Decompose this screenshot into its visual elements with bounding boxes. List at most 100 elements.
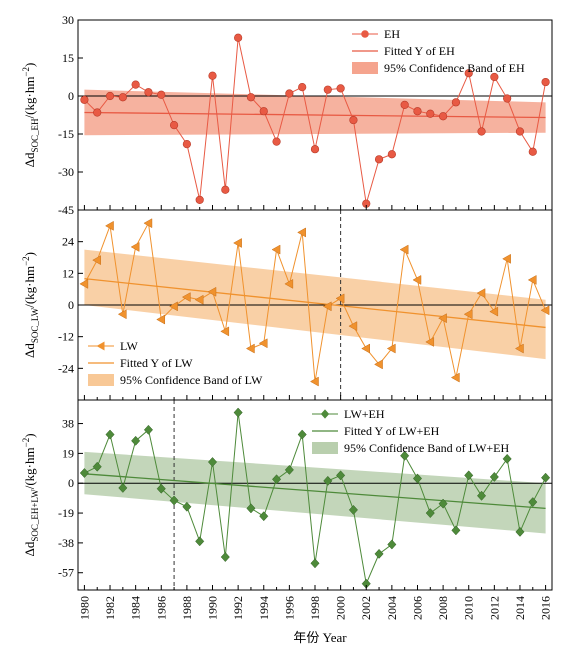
data-point: [464, 470, 474, 481]
data-point: [208, 71, 217, 80]
x-tick-label: 1996: [282, 596, 296, 620]
y-axis-title-close: ): [22, 63, 37, 67]
legend-marker: [320, 409, 330, 419]
x-tick-label: 1986: [154, 596, 168, 620]
y-tick-label: 0: [68, 89, 74, 103]
legend: LW+EH Fitted Y of LW+EH 95% Confidence Ban…: [312, 407, 509, 455]
y-axis-title-unit: /(kg·hm: [22, 447, 37, 489]
data-point: [514, 343, 524, 354]
data-point: [284, 278, 294, 289]
y-tick-label: 38: [62, 417, 74, 431]
data-point: [195, 195, 204, 204]
data-point: [182, 140, 191, 149]
legend-label-band: 95% Confidence Band of EH: [384, 61, 525, 75]
data-point: [374, 359, 383, 370]
data-point: [169, 121, 179, 130]
y-tick-label: -38: [58, 536, 74, 550]
y-axis-title-unit: /(kg·hm: [22, 77, 37, 119]
data-point: [374, 548, 384, 559]
data-point: [131, 435, 141, 446]
x-tick-label: 2004: [385, 596, 399, 620]
data-point: [245, 343, 255, 354]
x-tick-label: 1980: [77, 596, 91, 620]
y-tick-label: -12: [58, 330, 74, 344]
y-tick-label: 19: [62, 446, 74, 460]
y-tick-label: -45: [58, 203, 74, 217]
fitted-line: [84, 473, 546, 509]
y-axis-title-exp: −2: [21, 438, 31, 448]
data-point: [540, 305, 550, 316]
x-tick-label: 2008: [436, 596, 450, 620]
data-point: [528, 147, 537, 156]
data-point: [412, 275, 422, 285]
y-axis-title-sub: SOC_EH: [30, 118, 40, 153]
data-point: [426, 109, 435, 118]
data-point: [386, 343, 396, 354]
data-point: [220, 326, 230, 337]
data-point: [207, 457, 218, 467]
legend-label-fit: Fitted Y of LW: [120, 356, 193, 370]
data-point: [195, 536, 205, 547]
fitted-line: [84, 277, 546, 329]
x-tick-label: 1994: [257, 596, 271, 620]
data-point: [336, 470, 346, 481]
data-point: [450, 372, 460, 383]
data-point: [439, 112, 448, 121]
data-point: [93, 108, 102, 117]
data-point: [502, 253, 511, 264]
legend-marker: [96, 341, 105, 351]
data-point: [503, 94, 512, 103]
y-tick-label: -30: [58, 165, 74, 179]
data-point: [541, 472, 551, 483]
data-point: [271, 244, 281, 255]
x-tick-label: 2012: [487, 596, 501, 620]
y-axis-title-exp: −2: [21, 256, 31, 266]
data-point: [234, 33, 243, 42]
y-axis-title: ΔdSOC_EH+LW/(kg·hm−2): [21, 433, 40, 556]
data-point: [182, 501, 192, 512]
data-point: [233, 238, 242, 248]
data-point: [105, 220, 114, 231]
panel-lw-plus-eh: 38 19 0 -19 -38 -57 ΔdSOC_EH+LW/(kg·hm−2) LW+EH…: [21, 399, 553, 591]
data-point: [297, 429, 307, 440]
data-point: [221, 185, 230, 194]
data-point: [233, 407, 243, 418]
data-point: [92, 255, 101, 266]
x-tick-label: 2000: [334, 596, 348, 620]
panel-lw: 24 12 0 -12 -24 ΔdSOC_LW/(kg·hm−2) LW Fitted Y …: [21, 209, 553, 401]
fitted-line: [84, 111, 546, 119]
data-point: [169, 495, 179, 506]
legend-label-fit: Fitted Y of EH: [384, 44, 455, 58]
y-tick-label: 12: [62, 266, 74, 280]
data-point: [258, 338, 268, 349]
data-point: [310, 145, 320, 154]
x-tick-label: 1990: [206, 596, 220, 620]
y-tick-label: -15: [58, 127, 74, 141]
data-point: [400, 450, 410, 461]
legend: EH Fitted Y of EH 95% Confidence Band of E…: [352, 27, 525, 75]
data-point: [246, 93, 256, 102]
data-point: [323, 475, 333, 486]
data-point: [336, 84, 345, 93]
data-point: [285, 89, 294, 98]
data-point: [156, 314, 166, 325]
data-point: [361, 343, 370, 354]
data-point: [181, 292, 191, 303]
data-point: [387, 539, 397, 550]
panel-eh: 30 15 0 -15 -30 -45 ΔdSOC_EH/(kg·hm−2) EH Fitted…: [21, 13, 553, 217]
y-tick-label: 0: [68, 476, 74, 490]
data-point: [207, 286, 217, 297]
data-point: [399, 244, 409, 255]
data-point: [527, 275, 537, 285]
x-tick-label: 2002: [359, 596, 373, 620]
data-point: [413, 107, 422, 116]
data-point: [310, 558, 320, 569]
data-point: [335, 293, 345, 304]
x-tick-label: 2010: [462, 596, 476, 620]
data-point: [451, 525, 461, 536]
data-point: [105, 91, 115, 101]
data-point: [272, 474, 282, 485]
data-point: [156, 483, 166, 494]
y-axis-title-main: Δd: [22, 343, 37, 358]
